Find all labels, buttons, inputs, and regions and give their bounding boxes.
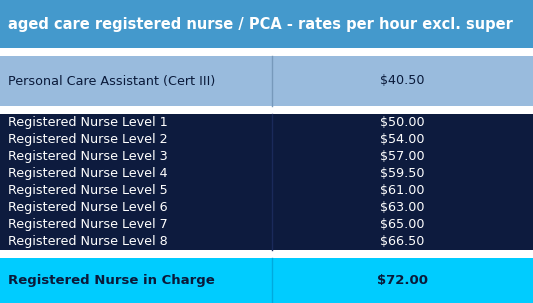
Text: $65.00: $65.00 [380,218,425,231]
Text: $59.50: $59.50 [380,167,425,180]
Bar [0,0,533,48]
Text: $72.00: $72.00 [377,274,428,287]
Text: $40.50: $40.50 [380,75,425,88]
Bar [0,114,533,250]
Text: aged care registered nurse / PCA - rates per hour excl. super: aged care registered nurse / PCA - rates… [8,16,513,32]
Text: $61.00: $61.00 [380,184,425,197]
Text: Registered Nurse Level 6: Registered Nurse Level 6 [8,201,167,214]
Bar [0,56,533,106]
Text: $54.00: $54.00 [380,133,425,146]
Text: Registered Nurse Level 4: Registered Nurse Level 4 [8,167,167,180]
Text: Registered Nurse Level 7: Registered Nurse Level 7 [8,218,168,231]
Text: Registered Nurse Level 3: Registered Nurse Level 3 [8,150,168,163]
Text: Registered Nurse Level 8: Registered Nurse Level 8 [8,235,168,248]
Text: $66.50: $66.50 [380,235,425,248]
Text: $50.00: $50.00 [380,116,425,129]
Text: Registered Nurse Level 1: Registered Nurse Level 1 [8,116,168,129]
Text: Registered Nurse Level 2: Registered Nurse Level 2 [8,133,167,146]
Text: $63.00: $63.00 [380,201,425,214]
Text: $57.00: $57.00 [380,150,425,163]
Text: Registered Nurse in Charge: Registered Nurse in Charge [8,274,215,287]
Text: Personal Care Assistant (Cert III): Personal Care Assistant (Cert III) [8,75,215,88]
Bar [0,258,533,303]
Text: Registered Nurse Level 5: Registered Nurse Level 5 [8,184,168,197]
